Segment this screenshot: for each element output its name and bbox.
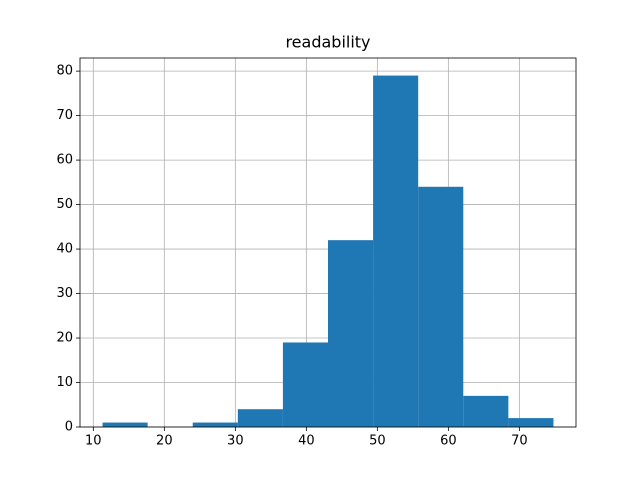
y-tick-label: 50 (56, 197, 73, 212)
bar (192, 422, 238, 427)
y-tick-label: 80 (56, 64, 73, 79)
bar (508, 418, 554, 427)
x-tick-label: 30 (227, 434, 244, 449)
y-tick-label: 60 (56, 153, 73, 168)
x-tick-label: 40 (298, 434, 315, 449)
y-tick-label: 10 (56, 375, 73, 390)
x-tick-label: 20 (156, 434, 173, 449)
plot-frame (79, 57, 577, 428)
bar (373, 75, 419, 428)
bar (463, 395, 509, 427)
y-tick-label: 40 (56, 242, 73, 257)
chart-title: readability (285, 33, 370, 52)
x-tick-label: 60 (440, 434, 457, 449)
y-tick-label: 70 (56, 108, 73, 123)
x-tick-label: 50 (369, 434, 386, 449)
y-tick-label: 30 (56, 286, 73, 301)
x-tick-label: 10 (85, 434, 102, 449)
bar (418, 186, 464, 427)
x-tick-label: 70 (511, 434, 528, 449)
bar (282, 342, 328, 427)
y-tick-label: 20 (56, 331, 73, 346)
bar (237, 409, 283, 427)
bar (102, 422, 148, 427)
bar (328, 240, 374, 427)
y-tick-label: 0 (65, 420, 73, 435)
